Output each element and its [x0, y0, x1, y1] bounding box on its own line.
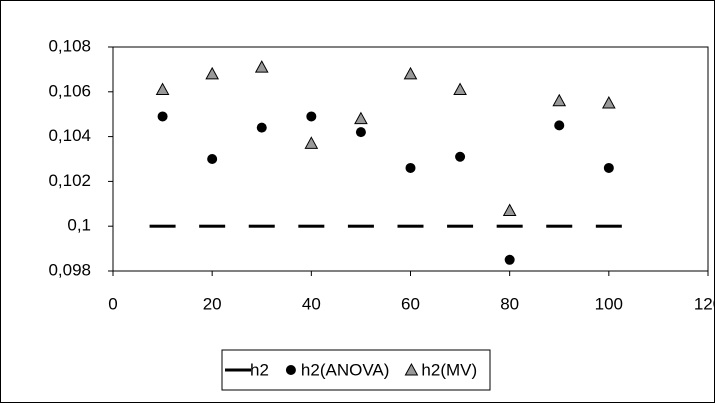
dash-marker — [546, 224, 573, 228]
y-tick-label: 0,102 — [48, 171, 91, 190]
x-tick-label: 120 — [694, 294, 715, 313]
dash-marker — [248, 224, 275, 228]
x-tick-label: 40 — [302, 294, 321, 313]
y-tick-label: 0,098 — [48, 260, 91, 279]
dash-marker — [595, 224, 622, 228]
triangle-marker — [205, 66, 220, 80]
triangle-marker — [502, 203, 517, 217]
dash-marker — [298, 224, 325, 228]
dash-marker — [447, 224, 474, 228]
x-tick-label: 20 — [203, 294, 222, 313]
x-tick-label: 100 — [595, 294, 623, 313]
triangle-marker — [304, 136, 319, 149]
y-tick-label: 0,106 — [48, 81, 91, 100]
dash-marker — [149, 224, 176, 228]
x-tick-label: 0 — [108, 294, 117, 313]
triangle-marker — [354, 111, 368, 125]
circle-marker — [504, 254, 515, 265]
legend-marker — [285, 365, 296, 375]
triangle-marker — [601, 95, 616, 109]
legend-label: h2 — [250, 360, 269, 379]
triangle-marker — [254, 60, 269, 73]
triangle-marker — [453, 82, 467, 96]
legend-marker — [225, 368, 251, 372]
y-tick-label: 0,1 — [67, 216, 91, 235]
circle-marker — [207, 154, 218, 164]
circle-marker — [405, 162, 416, 173]
x-tick-label: 80 — [500, 294, 519, 313]
circle-marker — [455, 151, 466, 162]
circle-marker — [306, 111, 317, 122]
circle-marker — [157, 111, 168, 122]
dash-marker — [347, 224, 374, 228]
y-tick-label: 0,108 — [48, 36, 91, 55]
dash-marker — [199, 224, 226, 228]
triangle-marker — [552, 93, 567, 107]
legend-box — [221, 349, 491, 391]
triangle-marker — [155, 82, 170, 96]
circle-marker — [603, 162, 614, 173]
circle-marker — [355, 127, 366, 138]
legend-marker — [404, 362, 419, 376]
triangle-marker — [403, 66, 418, 80]
circle-marker — [256, 122, 267, 133]
x-tick-label: 60 — [401, 294, 420, 313]
legend-label: h2(MV) — [421, 360, 477, 379]
circle-marker — [554, 120, 565, 131]
legend-label: h2(ANOVA) — [301, 360, 390, 379]
y-tick-label: 0,104 — [48, 126, 91, 145]
dash-marker — [496, 224, 523, 228]
dash-marker — [397, 224, 424, 228]
